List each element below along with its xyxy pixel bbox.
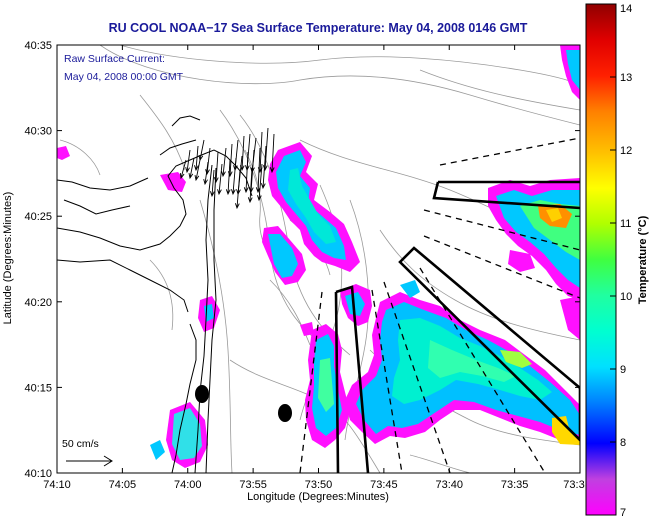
annotation-date: May 04, 2008 00:00 GMT — [64, 71, 184, 83]
sst-patch — [268, 234, 298, 278]
sst-patch — [318, 358, 334, 412]
x-tick-label: 73:40 — [435, 479, 463, 491]
sst-patch — [400, 280, 420, 298]
y-tick-label: 40:35 — [24, 40, 52, 52]
radar-radials — [299, 137, 580, 473]
colorbar-tick-label: 12 — [620, 145, 632, 157]
sst-patch — [566, 50, 580, 90]
current-vector-arrow — [260, 145, 267, 190]
x-tick-label: 73:45 — [370, 479, 398, 491]
colorbar-tick-label: 13 — [620, 72, 632, 84]
current-vector-arrow — [225, 159, 231, 196]
y-tick-label: 40:30 — [24, 126, 52, 138]
box-northeast — [432, 180, 580, 210]
current-vector-arrow — [243, 151, 249, 194]
current-vector-arrow — [255, 147, 261, 194]
x-tick-label: 74:10 — [43, 479, 71, 491]
vector-scale — [66, 455, 113, 467]
colorbar-tick-label: 8 — [620, 437, 626, 449]
current-vector-arrow — [185, 149, 191, 174]
plot-area — [57, 45, 580, 473]
current-vector-arrow — [247, 167, 253, 204]
sst-patch — [288, 168, 336, 244]
sst-patch — [552, 416, 580, 445]
current-vector-arrow — [194, 159, 201, 182]
colorbar-tick-label: 9 — [620, 364, 626, 376]
current-vector-arrow — [234, 169, 241, 210]
colorbar-ticks: 7 8 9 10 11 12 13 14 — [610, 3, 632, 519]
y-tick-label: 40:10 — [24, 468, 52, 480]
sst-patch — [345, 292, 365, 316]
current-vector-arrow — [213, 151, 219, 184]
y-axis-label: Latitude (Degrees:Minutes) — [2, 192, 14, 325]
current-vector-arrow — [257, 163, 263, 202]
y-tick-label: 40:20 — [24, 297, 52, 309]
sst-patch — [57, 146, 70, 160]
buoy-marker — [278, 404, 292, 422]
current-vector-arrow — [179, 159, 187, 180]
sst-patch — [508, 250, 535, 272]
x-axis: 74:10 74:05 74:00 73:55 73:50 73:45 73:40 73:35… — [43, 45, 585, 491]
chart-title: RU COOL NOAA−17 Sea Surface Temperature:… — [109, 21, 528, 35]
coastline — [57, 115, 253, 473]
vector-scale-arrow — [66, 455, 113, 467]
x-axis-label: Longitude (Degrees:Minutes) — [247, 491, 389, 503]
sst-patch — [172, 408, 202, 460]
colorbar-tick-label: 7 — [620, 507, 626, 519]
sst-patch — [150, 440, 165, 460]
sst-patch — [160, 172, 186, 192]
colorbar-gradient — [585, 3, 617, 516]
current-vector-arrow — [188, 157, 195, 180]
current-vector-arrow — [231, 157, 237, 196]
current-vector-arrow — [209, 169, 215, 198]
colorbar-tick-label: 10 — [620, 291, 632, 303]
colorbar-tick-label: 11 — [620, 218, 631, 230]
current-vector-arrow — [269, 133, 275, 174]
colorbar-label: Temperature (°C) — [637, 215, 649, 304]
x-tick-label: 73:50 — [305, 479, 333, 491]
current-vector-arrow — [205, 147, 211, 176]
current-vector-arrow — [221, 147, 227, 178]
x-tick-label: 73:3 — [563, 479, 584, 491]
current-vector-arrow — [203, 161, 209, 186]
x-tick-label: 73:35 — [501, 479, 529, 491]
colorbar: 7 8 9 10 11 12 13 14 Temperature (°C) — [585, 3, 649, 519]
sst-patch — [300, 322, 314, 336]
sst-patch — [560, 296, 580, 340]
analysis-boxes — [334, 180, 580, 473]
box-nearshore — [334, 285, 370, 473]
colorbar-tick-label: 14 — [620, 3, 632, 15]
sst-patch — [428, 340, 516, 382]
buoy-marker — [195, 385, 209, 403]
current-vector-arrow — [194, 145, 199, 172]
sst-field — [57, 45, 580, 468]
current-vector-arrow — [217, 163, 223, 196]
x-tick-label: 73:55 — [239, 479, 267, 491]
x-tick-label: 74:00 — [174, 479, 202, 491]
sst-patch — [500, 350, 532, 368]
y-axis: 40:10 40:15 40:20 40:25 40:30 40:35 — [24, 40, 580, 480]
x-tick-label: 74:05 — [109, 479, 137, 491]
sst-patch — [546, 208, 562, 222]
y-tick-label: 40:25 — [24, 211, 52, 223]
y-tick-label: 40:15 — [24, 382, 52, 394]
current-vector-arrow — [262, 127, 269, 172]
current-vectors — [179, 127, 275, 210]
vector-scale-label: 50 cm/s — [62, 438, 99, 450]
annotation-raw-current: Raw Surface Current: — [64, 53, 165, 65]
box-southeast — [398, 246, 580, 442]
